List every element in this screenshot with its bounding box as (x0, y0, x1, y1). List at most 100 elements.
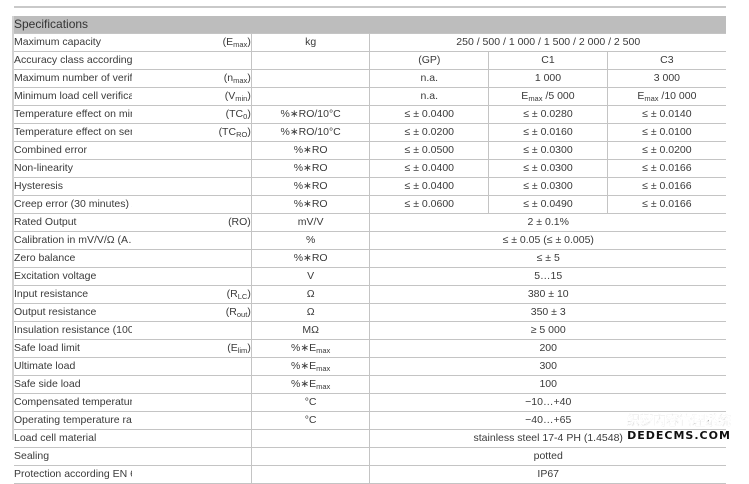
row-symbol (132, 447, 252, 466)
table-row: Minimum load cell verification interval(… (14, 87, 726, 106)
row-value-merged: 380 ± 10 (369, 285, 726, 304)
row-label: Output resistance (14, 303, 133, 322)
row-label: Input resistance (14, 285, 133, 304)
table-row: Combined error %∗RO ≤ ± 0.0500 ≤ ± 0.0300 ≤ … (14, 141, 726, 160)
table-row: Safe load limit (Elim) %∗Emax 200 (14, 339, 726, 358)
row-unit (250, 429, 370, 448)
row-label: Excitation voltage (14, 267, 133, 286)
row-value-gp: ≤ ± 0.0400 (369, 159, 489, 178)
specifications-table-wrapper: Specifications Maximum capacity (Emax) kg 2… (14, 16, 726, 484)
row-value-merged: −10…+40 (369, 393, 726, 412)
row-symbol: (Elim) (132, 339, 252, 358)
row-value-c1: ≤ ± 0.0300 (488, 177, 608, 196)
row-unit: kg (250, 33, 370, 52)
row-value-gp: ≤ ± 0.0400 (369, 105, 489, 124)
specifications-page: Specifications Maximum capacity (Emax) kg 2… (12, 6, 732, 484)
table-row: Input resistance (RLC) Ω 380 ± 10 (14, 285, 726, 304)
row-symbol (132, 393, 252, 412)
table-row: Compensated temperature range °C−10…+40 (14, 393, 726, 412)
row-value-merged: ≤ ± 0.05 (≤ ± 0.005) (369, 231, 726, 250)
row-value-c1: 1 000 (488, 69, 608, 88)
row-value-merged: ≤ ± 5 (369, 249, 726, 268)
row-symbol (132, 375, 252, 394)
row-value-c1: Emax /5 000 (488, 87, 608, 106)
row-unit: mV/V (250, 213, 370, 232)
row-value-c3: ≤ ± 0.0166 (606, 177, 726, 196)
row-unit: %∗RO (250, 141, 370, 160)
row-value-c3: C3 (606, 51, 726, 70)
row-value-merged: 250 / 500 / 1 000 / 1 500 / 2 000 / 2 50… (369, 33, 726, 52)
row-value-gp: ≤ ± 0.0500 (369, 141, 489, 160)
row-unit: MΩ (250, 321, 370, 340)
row-symbol (132, 321, 252, 340)
row-unit: Ω (250, 303, 370, 322)
row-symbol: (Vmin) (132, 87, 252, 106)
row-label: Temperature effect on sensitivity (14, 123, 133, 142)
row-label: Compensated temperature range (14, 393, 133, 412)
row-label: Zero balance (14, 249, 133, 268)
row-value-c1: ≤ ± 0.0300 (488, 159, 608, 178)
row-value-c1: C1 (488, 51, 608, 70)
row-symbol (132, 267, 252, 286)
row-value-c1: ≤ ± 0.0490 (488, 195, 608, 214)
row-unit (250, 447, 370, 466)
table-header-row: Specifications (14, 16, 726, 34)
row-symbol (132, 159, 252, 178)
row-value-merged: ≥ 5 000 (369, 321, 726, 340)
row-unit: %∗RO (250, 195, 370, 214)
top-rule (14, 6, 726, 8)
row-label: Protection according EN 60 529 (14, 465, 133, 484)
row-unit: %∗RO (250, 249, 370, 268)
row-unit: °C (250, 411, 370, 430)
row-symbol: (Rout) (132, 303, 252, 322)
row-unit: °C (250, 393, 370, 412)
row-label: Load cell material (14, 429, 133, 448)
row-value-c1: ≤ ± 0.0300 (488, 141, 608, 160)
row-value-c3: ≤ ± 0.0200 (606, 141, 726, 160)
table-row: Sealing potted (14, 447, 726, 466)
table-row: Creep error (30 minutes) / DR%∗RO≤ ± 0.0… (14, 195, 726, 214)
table-row: Load cell material stainless steel 17-4 P… (14, 429, 726, 448)
row-symbol (132, 465, 252, 484)
row-value-c3: 3 000 (606, 69, 726, 88)
row-value-c3: ≤ ± 0.0100 (606, 123, 726, 142)
table-row: Accuracy class according to OIML R60 (GP)… (14, 51, 726, 70)
row-label: Insulation resistance (100 V DC) (14, 321, 133, 340)
row-value-merged: IP67 (369, 465, 726, 484)
row-symbol (132, 429, 252, 448)
row-unit: %∗Emax (250, 357, 370, 376)
row-unit: V (250, 267, 370, 286)
table-row: Safe side load %∗Emax 100 (14, 375, 726, 394)
row-value-c3: ≤ ± 0.0166 (606, 195, 726, 214)
row-symbol (132, 249, 252, 268)
row-symbol: (RO) (132, 213, 252, 232)
row-symbol (132, 177, 252, 196)
table-row: Zero balance %∗RO ≤ ± 5 (14, 249, 726, 268)
row-label: Minimum load cell verification interval (14, 87, 133, 106)
row-value-c3: ≤ ± 0.0140 (606, 105, 726, 124)
row-label: Maximum number of verification intervals (14, 69, 133, 88)
row-value-c1: ≤ ± 0.0160 (488, 123, 608, 142)
row-value-gp: ≤ ± 0.0400 (369, 177, 489, 196)
row-value-merged: 100 (369, 375, 726, 394)
table-row: Hysteresis %∗RO ≤ ± 0.0400 ≤ ± 0.0300 ≤ ± 0.… (14, 177, 726, 196)
row-label: Rated Output (14, 213, 133, 232)
row-value-c3: ≤ ± 0.0166 (606, 159, 726, 178)
table-row: Maximum number of verification intervals… (14, 69, 726, 88)
row-label: Maximum capacity (14, 33, 133, 52)
row-value-gp: ≤ ± 0.0600 (369, 195, 489, 214)
row-value-gp: n.a. (369, 69, 489, 88)
row-symbol (132, 141, 252, 160)
row-label: Hysteresis (14, 177, 133, 196)
row-symbol (132, 195, 252, 214)
row-label: Safe load limit (14, 339, 133, 358)
table-row: Calibration in mV/V/Ω (A…I classified)%≤… (14, 231, 726, 250)
row-unit: %∗RO/10°C (250, 123, 370, 142)
row-value-gp: ≤ ± 0.0200 (369, 123, 489, 142)
table-row: Temperature effect on sensitivity(TCRO)%… (14, 123, 726, 142)
table-row: Non-linearity %∗RO ≤ ± 0.0400 ≤ ± 0.0300 ≤ ±… (14, 159, 726, 178)
row-value-merged: potted (369, 447, 726, 466)
table-row: Protection according EN 60 529 IP67 (14, 465, 726, 484)
row-value-merged: 5…15 (369, 267, 726, 286)
row-unit: Ω (250, 285, 370, 304)
